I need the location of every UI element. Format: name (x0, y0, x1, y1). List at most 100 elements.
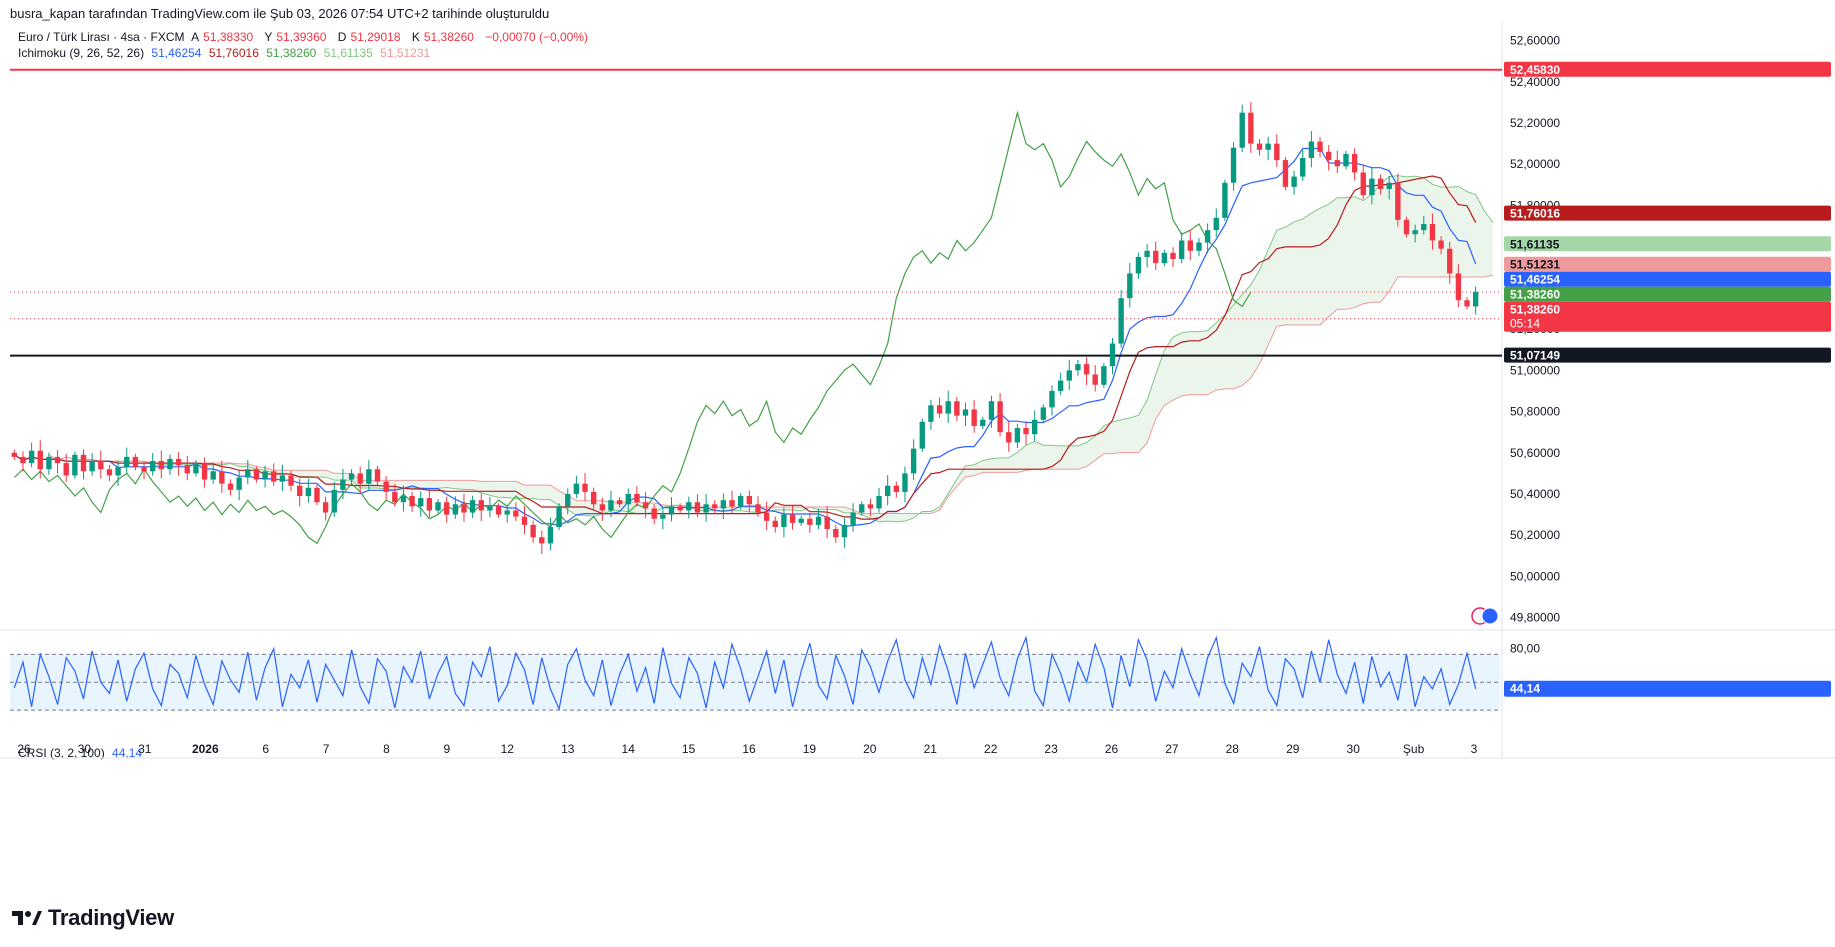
candle[interactable] (1213, 217, 1219, 231)
candle[interactable] (374, 469, 381, 482)
candle[interactable] (322, 502, 329, 513)
candle[interactable] (487, 506, 493, 511)
candle[interactable] (625, 493, 631, 505)
candle[interactable] (98, 460, 104, 470)
candle[interactable] (1334, 160, 1341, 167)
candle[interactable] (1196, 242, 1202, 251)
candle[interactable] (1317, 141, 1323, 152)
misc-icons[interactable] (1471, 607, 1499, 625)
candle[interactable] (772, 520, 778, 527)
candle[interactable] (106, 469, 113, 476)
candle[interactable] (1455, 273, 1462, 301)
candle[interactable] (1300, 158, 1306, 177)
candle[interactable] (357, 473, 363, 484)
candle[interactable] (1135, 256, 1142, 274)
candle[interactable] (824, 516, 830, 530)
candle[interactable] (400, 496, 407, 503)
candle[interactable] (1014, 428, 1021, 443)
candle[interactable] (1144, 250, 1150, 257)
candle[interactable] (686, 502, 692, 511)
events-icon[interactable] (1481, 607, 1499, 625)
candle[interactable] (288, 475, 294, 486)
symbol-legend[interactable]: Euro / Türk Lirası · 4sa · FXCM A 51,3833… (18, 30, 592, 44)
candle[interactable] (340, 479, 346, 490)
candle[interactable] (1438, 240, 1444, 249)
candle[interactable] (971, 409, 977, 426)
candle[interactable] (392, 491, 398, 503)
candle[interactable] (201, 463, 208, 480)
candle[interactable] (1248, 112, 1254, 144)
candle[interactable] (919, 421, 925, 449)
time-axis[interactable]: 26 30 31 2026 6 7 8 9 12 13 14 15 16 19 20 21 22 23 26 27 28… (17, 742, 1477, 756)
candle[interactable] (556, 506, 562, 527)
candle[interactable] (461, 504, 467, 513)
candle[interactable] (1282, 160, 1289, 187)
candle[interactable] (547, 526, 554, 544)
candle[interactable] (530, 524, 536, 538)
candle[interactable] (115, 467, 121, 476)
candle[interactable] (582, 483, 588, 492)
candle[interactable] (962, 409, 969, 416)
candle[interactable] (1075, 364, 1081, 371)
candle[interactable] (1291, 176, 1297, 187)
candle[interactable] (945, 401, 951, 414)
candle[interactable] (253, 469, 260, 480)
candle[interactable] (383, 481, 389, 492)
candle[interactable] (928, 405, 934, 422)
candle[interactable] (167, 458, 173, 470)
candle[interactable] (841, 524, 848, 538)
candle[interactable] (513, 510, 519, 517)
horizontal-lines[interactable] (10, 68, 1502, 357)
candle[interactable] (1239, 112, 1245, 148)
candle[interactable] (132, 456, 139, 468)
candle[interactable] (72, 454, 78, 476)
candle[interactable] (504, 510, 510, 515)
candle[interactable] (1308, 141, 1315, 159)
candle[interactable] (80, 454, 87, 472)
candle[interactable] (884, 485, 891, 497)
candle[interactable] (1031, 419, 1038, 435)
candle[interactable] (184, 465, 190, 474)
candle[interactable] (227, 483, 234, 490)
candle[interactable] (980, 419, 986, 426)
candle[interactable] (452, 504, 459, 515)
candle[interactable] (348, 473, 355, 480)
candle[interactable] (1092, 374, 1098, 385)
candle[interactable] (954, 401, 960, 416)
candle[interactable] (616, 500, 623, 505)
candle[interactable] (418, 498, 424, 507)
candle[interactable] (807, 518, 813, 525)
candle[interactable] (1386, 182, 1392, 189)
candle[interactable] (1325, 151, 1332, 161)
candle[interactable] (366, 469, 372, 484)
candle[interactable] (1023, 428, 1029, 435)
candle[interactable] (1040, 407, 1047, 420)
candle[interactable] (54, 456, 61, 464)
candle[interactable] (988, 401, 995, 420)
crsi-line[interactable] (13, 635, 1477, 712)
candle[interactable] (409, 496, 415, 507)
candle[interactable] (11, 452, 18, 457)
candle[interactable] (573, 483, 580, 494)
candle[interactable] (936, 405, 943, 414)
candle[interactable] (712, 504, 718, 509)
candle[interactable] (46, 456, 52, 470)
candle[interactable] (1083, 364, 1090, 375)
candle[interactable] (729, 500, 735, 507)
candle[interactable] (141, 467, 147, 472)
candle[interactable] (694, 502, 701, 513)
candle[interactable] (495, 506, 502, 515)
candle[interactable] (1447, 248, 1453, 274)
candle[interactable] (703, 504, 709, 513)
candle[interactable] (1066, 370, 1072, 381)
candle[interactable] (37, 450, 43, 470)
candle[interactable] (1057, 380, 1064, 391)
ichimoku-legend[interactable]: Ichimoku (9, 26, 52, 26) 51,46254 51,760… (18, 46, 434, 60)
candle[interactable] (1109, 343, 1116, 367)
candle[interactable] (859, 504, 865, 513)
candle[interactable] (1230, 147, 1237, 183)
candle[interactable] (539, 537, 545, 544)
candle[interactable] (1101, 366, 1107, 385)
candle[interactable] (867, 504, 874, 509)
